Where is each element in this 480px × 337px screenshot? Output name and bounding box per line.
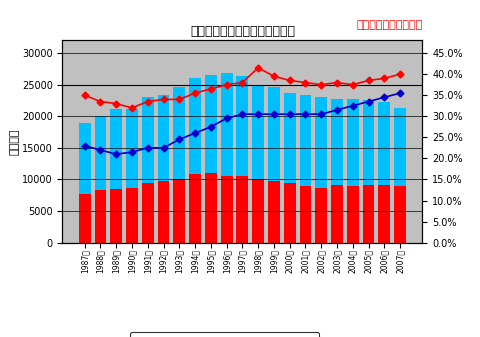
Bar <box>315 97 327 188</box>
書籍返品率 <box>271 74 277 78</box>
Bar <box>331 185 343 243</box>
雑誌返品率 <box>97 148 103 152</box>
雑誌返品率 <box>318 112 324 116</box>
Bar <box>205 173 217 243</box>
書籍返品率 <box>208 87 214 91</box>
Bar <box>237 176 248 243</box>
書籍返品率 <box>287 79 293 83</box>
雑誌返品率 <box>382 95 387 99</box>
Bar <box>110 109 122 189</box>
Bar <box>284 183 296 243</box>
Title: 書籍・雑誌の販売金額と返本率: 書籍・雑誌の販売金額と返本率 <box>190 25 295 38</box>
書籍返品率 <box>382 76 387 80</box>
Bar <box>347 98 359 186</box>
Bar <box>142 183 154 243</box>
雑誌返品率 <box>397 91 403 95</box>
Bar <box>95 116 107 190</box>
書籍返品率 <box>129 106 135 110</box>
Bar <box>378 185 390 243</box>
書籍返品率 <box>240 81 245 85</box>
雑誌返品率 <box>302 112 308 116</box>
Bar <box>394 108 406 186</box>
雑誌返品率 <box>113 152 119 156</box>
Bar <box>268 181 280 243</box>
雑誌返品率 <box>350 104 356 108</box>
雑誌返品率 <box>287 112 293 116</box>
書籍返品率 <box>224 83 229 87</box>
Bar <box>221 176 232 243</box>
雑誌返品率 <box>129 150 135 154</box>
Bar <box>126 188 138 243</box>
雑誌返品率 <box>334 108 340 112</box>
書籍返品率 <box>302 81 308 85</box>
Text: ［クリックで拡大表示: ［クリックで拡大表示 <box>356 20 422 30</box>
Line: 書籍返品率: 書籍返品率 <box>82 65 403 110</box>
雑誌返品率 <box>255 112 261 116</box>
書籍返品率 <box>366 79 372 83</box>
書籍返品率 <box>82 93 87 97</box>
Bar <box>157 95 169 181</box>
Bar <box>126 109 138 188</box>
Bar <box>157 181 169 243</box>
書籍返品率 <box>177 97 182 101</box>
書籍返品率 <box>145 99 151 103</box>
Bar <box>237 76 248 176</box>
Line: 雑誌返品率: 雑誌返品率 <box>82 91 403 157</box>
書籍返品率 <box>397 72 403 76</box>
Bar <box>300 95 312 186</box>
雑誌返品率 <box>82 144 87 148</box>
Bar <box>252 85 264 179</box>
Bar <box>110 189 122 243</box>
Bar <box>173 87 185 179</box>
書籍返品率 <box>161 97 167 101</box>
Bar <box>142 97 154 183</box>
Bar <box>95 190 107 243</box>
Bar <box>331 98 343 185</box>
Bar <box>300 186 312 243</box>
雑誌返品率 <box>177 137 182 142</box>
Bar <box>268 87 280 181</box>
Bar <box>205 75 217 173</box>
雑誌返品率 <box>192 131 198 135</box>
Bar <box>221 73 232 176</box>
Bar <box>173 179 185 243</box>
書籍返品率 <box>192 91 198 95</box>
雑誌返品率 <box>240 112 245 116</box>
雑誌返品率 <box>208 125 214 129</box>
Bar <box>284 93 296 183</box>
Bar <box>394 186 406 243</box>
Bar <box>189 174 201 243</box>
雑誌返品率 <box>366 99 372 103</box>
Y-axis label: （億円）: （億円） <box>9 128 19 155</box>
書籍返品率 <box>255 66 261 70</box>
Legend: 書籍, 雑誌, 書籍返品率, 雑誌返品率: 書籍, 雑誌, 書籍返品率, 雑誌返品率 <box>130 332 319 337</box>
書籍返品率 <box>350 83 356 87</box>
Bar <box>363 185 374 243</box>
雑誌返品率 <box>271 112 277 116</box>
Bar <box>79 123 91 194</box>
Bar <box>252 179 264 243</box>
書籍返品率 <box>318 83 324 87</box>
Bar <box>189 78 201 174</box>
Bar <box>363 100 374 185</box>
書籍返品率 <box>113 101 119 105</box>
Bar <box>79 194 91 243</box>
Bar <box>347 186 359 243</box>
雑誌返品率 <box>145 146 151 150</box>
書籍返品率 <box>97 99 103 103</box>
雑誌返品率 <box>161 146 167 150</box>
雑誌返品率 <box>224 116 229 120</box>
Bar <box>315 188 327 243</box>
Bar <box>378 102 390 185</box>
書籍返品率 <box>334 81 340 85</box>
